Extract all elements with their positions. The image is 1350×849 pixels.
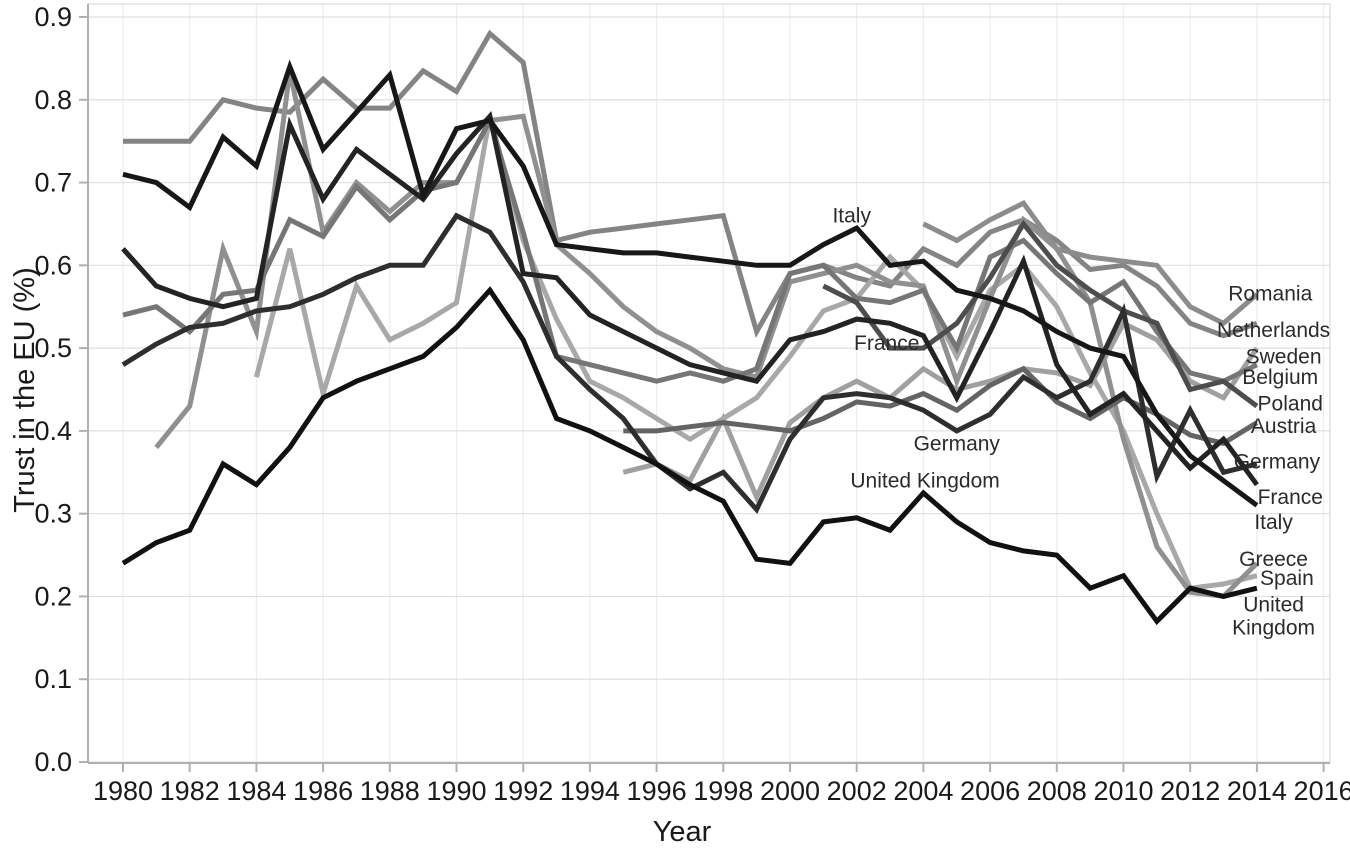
y-axis-title: Trust in the EU (%): [9, 267, 41, 512]
x-tick-label-1984: 1984: [226, 776, 286, 806]
x-tick-label-2000: 2000: [760, 776, 820, 806]
label-belgium: Belgium: [1242, 366, 1318, 389]
y-tick-label-0.5: 0.5: [34, 333, 72, 363]
line-united-kingdom: [121, 286, 1258, 626]
label-italy: Italy: [832, 205, 871, 228]
label-austria: Austria: [1251, 415, 1317, 438]
y-tick-label-0.7: 0.7: [34, 168, 72, 198]
label-france: France: [854, 332, 919, 355]
label-italy: Italy: [1254, 511, 1293, 534]
x-tick-label-2002: 2002: [827, 776, 887, 806]
y-tick-label-0.2: 0.2: [34, 581, 72, 611]
line-germany: [121, 212, 1258, 514]
line-romania: [922, 200, 1259, 327]
label-romania: Romania: [1228, 282, 1312, 305]
y-tick-label-0.9: 0.9: [34, 2, 72, 32]
y-tick-label-0.8: 0.8: [34, 85, 72, 115]
line-sweden: [622, 319, 1259, 504]
x-axis-title: Year: [653, 816, 712, 848]
label-sweden: Sweden: [1246, 345, 1322, 368]
x-tick-label-2004: 2004: [893, 776, 953, 806]
x-tick-label-1982: 1982: [160, 776, 220, 806]
label-greece: Greece: [1239, 548, 1308, 571]
x-tick-label-1990: 1990: [426, 776, 486, 806]
x-tick-label-1992: 1992: [493, 776, 553, 806]
y-tick-label-0.3: 0.3: [34, 499, 72, 529]
x-tick-label-1986: 1986: [293, 776, 353, 806]
line-italy: [122, 59, 1259, 508]
x-tick-label-2010: 2010: [1093, 776, 1153, 806]
x-tick-label-1996: 1996: [627, 776, 687, 806]
x-tick-label-2014: 2014: [1227, 776, 1287, 806]
label-germany: Germany: [914, 432, 1001, 455]
data-series: [121, 29, 1259, 626]
x-tick-label-2008: 2008: [1027, 776, 1087, 806]
label-france: France: [1258, 486, 1323, 509]
y-tick-label-0.4: 0.4: [34, 416, 72, 446]
y-tick-label-0.6: 0.6: [34, 250, 72, 280]
label-germany: Germany: [1234, 451, 1321, 474]
label-netherlands: Netherlands: [1217, 319, 1330, 342]
label-united-kingdom: United Kingdom: [850, 470, 999, 493]
line-austria: [623, 365, 1259, 446]
x-tick-label-2006: 2006: [960, 776, 1020, 806]
label-spain: Spain: [1260, 567, 1314, 590]
line-belgium: [122, 113, 1259, 384]
line-france: [121, 110, 1259, 487]
y-tick-label-0.1: 0.1: [34, 664, 72, 694]
x-tick-label-1998: 1998: [693, 776, 753, 806]
x-tick-label-2012: 2012: [1160, 776, 1220, 806]
label-poland: Poland: [1258, 393, 1323, 416]
x-tick-label-1980: 1980: [93, 776, 153, 806]
x-tick-label-2016: 2016: [1294, 776, 1350, 806]
x-tick-label-1994: 1994: [560, 776, 620, 806]
line-poland: [822, 219, 1259, 409]
x-tick-label-1988: 1988: [360, 776, 420, 806]
y-tick-label-0.0: 0.0: [34, 747, 72, 777]
line-spain: [253, 115, 1258, 591]
label-united-kingdom: United Kingdom: [1232, 594, 1315, 640]
